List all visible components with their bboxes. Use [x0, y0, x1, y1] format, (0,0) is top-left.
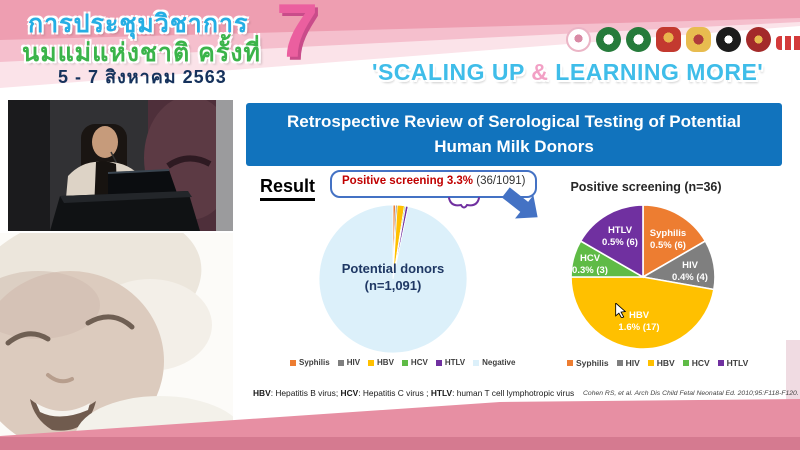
swatch-hcv-icon — [401, 359, 408, 366]
sponsor-logo-row — [566, 27, 800, 52]
slice-label-htlv: HTLV 0.5% (6) — [602, 225, 638, 248]
pie-slice-hbv — [570, 276, 715, 350]
thai-health-sss-logo-icon — [776, 35, 800, 50]
slogan-part2: LEARNING MORE' — [548, 59, 764, 85]
slice-label-hcv: HCV 0.3% (3) — [572, 253, 608, 276]
pie-left-label-line2: (n=1,091) — [364, 277, 422, 293]
royal-institute-logo-icon — [686, 27, 711, 52]
swatch-hiv-icon — [616, 360, 623, 366]
swatch-htlv-icon — [435, 359, 442, 366]
positive-screening-callout: Positive screening 3.3% (36/1091) — [330, 170, 538, 198]
swatch-hbv-icon — [647, 360, 654, 366]
pie-left-label-line1: Potential donors — [341, 261, 445, 276]
swatch-htlv-icon — [717, 360, 724, 366]
pie-right-title: Positive screening (n=36) — [570, 180, 722, 194]
legend-item: HIV — [616, 358, 640, 368]
university-seal-black-icon — [716, 27, 741, 52]
brace-pointer-icon — [448, 197, 480, 209]
swatch-negative-icon — [473, 359, 480, 366]
pie-chart-potential-donors — [318, 204, 468, 354]
university-seal-red-icon — [746, 27, 771, 52]
legend-positive-screening: Syphilis HIV HBV HCV HTLV — [567, 358, 756, 368]
legend-item: HBV — [647, 358, 675, 368]
swatch-hbv-icon — [368, 359, 375, 366]
swatch-syphilis-icon — [567, 360, 573, 366]
swatch-hcv-icon — [682, 360, 689, 366]
transition-arrow-icon — [490, 177, 552, 237]
slogan-part1: 'SCALING UP — [372, 59, 532, 85]
legend-potential-donors: Syphilis HIV HBV HCV HTLV Negative — [290, 358, 523, 367]
abbreviation-footnote: HBV: Hepatitis B virus; HCV: Hepatitis C… — [253, 388, 575, 398]
conference-slogan: 'SCALING UP & LEARNING MORE' — [372, 59, 763, 86]
legend-item: HCV — [682, 358, 710, 368]
slice-label-hbv: HBV 1.6% (17) — [618, 310, 660, 333]
pie-slice-syphilis — [642, 204, 707, 279]
ministry-health-logo-icon — [596, 27, 621, 52]
legend-item: HTLV — [717, 358, 748, 368]
conference-title-line1: การประชุมวิชาการ — [28, 10, 249, 38]
pie-slice-negative — [318, 204, 468, 354]
speaker-video-feed — [8, 100, 233, 231]
legend-item: HIV — [337, 358, 360, 367]
bottom-band-dark — [0, 437, 800, 450]
slide-title: Retrospective Review of Serological Test… — [246, 103, 782, 166]
baby-background-photo — [0, 233, 233, 450]
edition-number: 7 — [276, 0, 319, 74]
mouse-cursor-icon — [615, 303, 626, 318]
conference-dates: 5 - 7 สิงหาคม 2563 — [58, 67, 227, 87]
pie-chart-positive-screening — [570, 204, 716, 350]
swatch-hiv-icon — [337, 359, 344, 366]
legend-item: Syphilis — [567, 358, 609, 368]
medical-council-logo-icon — [626, 27, 651, 52]
legend-item: HTLV — [435, 358, 465, 367]
callout-detail: (36/1091) — [473, 175, 526, 187]
slice-label-hiv: HIV 0.4% (4) — [672, 260, 708, 283]
legend-item: Syphilis — [290, 358, 330, 367]
conference-title-line2: นมแม่แห่งชาติ ครั้งที่ — [22, 39, 261, 67]
pie-slice-htlv — [579, 204, 644, 279]
legend-item: HBV — [368, 358, 394, 367]
royal-college-logo-icon — [656, 27, 681, 52]
slice-label-syphilis: Syphilis 0.5% (6) — [649, 228, 687, 251]
reference-citation: Cohen RS, et al. Arch Dis Child Fetal Ne… — [583, 390, 799, 397]
slogan-ampersand: & — [531, 59, 549, 85]
legend-item: HCV — [401, 358, 428, 367]
mother-and-child-logo-icon — [566, 27, 591, 52]
callout-highlight: Positive screening 3.3% — [342, 175, 474, 187]
swatch-syphilis-icon — [290, 359, 296, 366]
legend-item: Negative — [473, 358, 515, 367]
result-heading: Result — [260, 176, 316, 201]
pie-left-center-label: Potential donors (n=1,091) — [318, 261, 468, 295]
